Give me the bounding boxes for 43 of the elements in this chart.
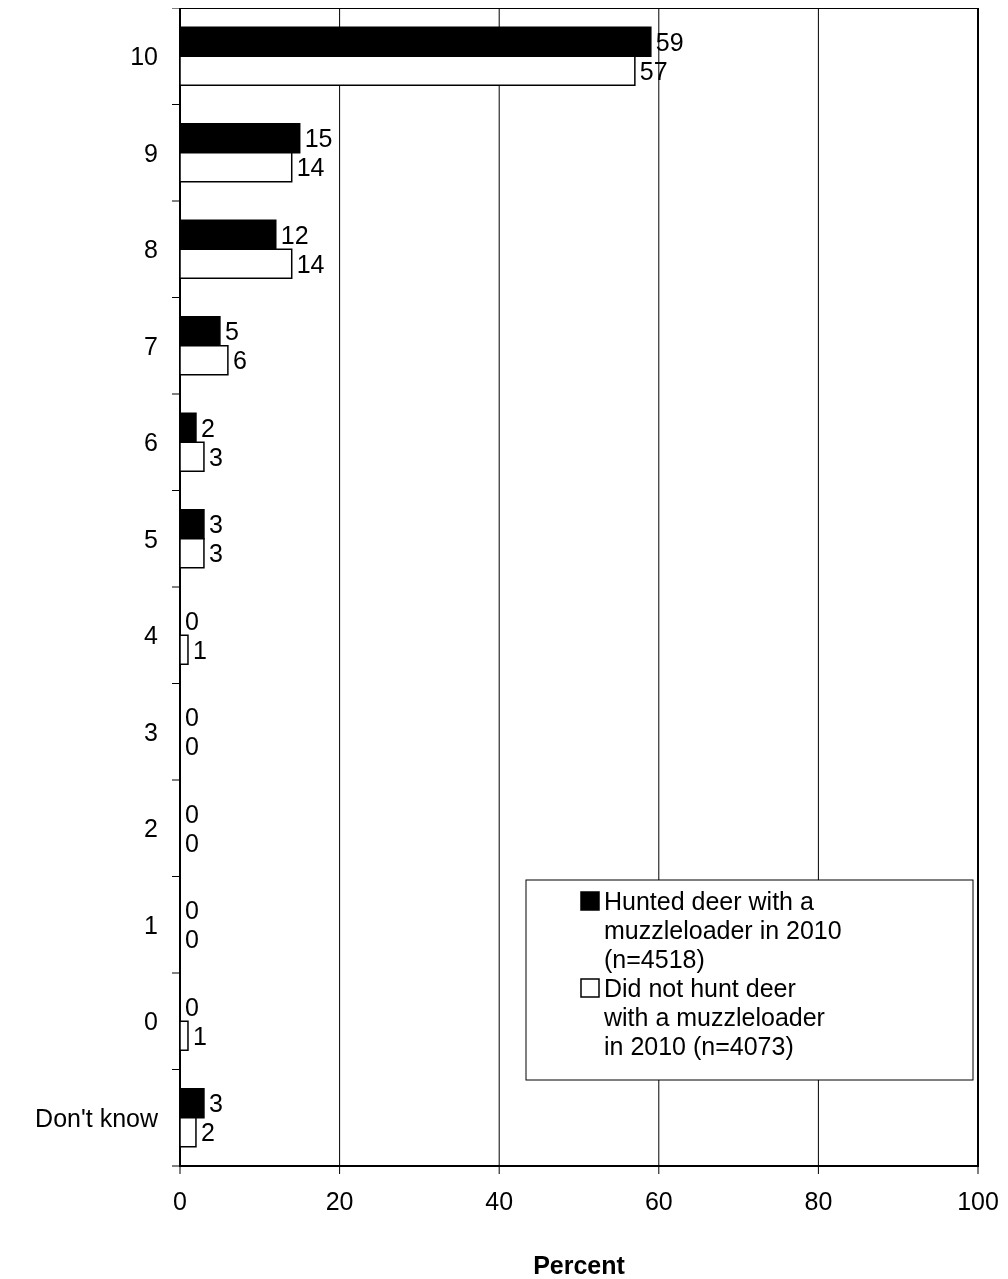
y-tick-label: Don't know xyxy=(35,1103,159,1132)
y-tick-label: 10 xyxy=(130,42,158,71)
data-label: 3 xyxy=(208,539,223,568)
data-label: 0 xyxy=(185,732,199,761)
legend-label: Did not hunt deer with a muzzleloader in 2010 (n=4073) xyxy=(603,974,825,1060)
x-tick-label: 40 xyxy=(485,1187,514,1215)
data-label: 2 xyxy=(200,413,215,442)
data-label: 0 xyxy=(185,828,199,857)
data-label: 3 xyxy=(208,1089,223,1118)
x-tick-label: 0 xyxy=(173,1187,187,1215)
x-axis-title: Percent xyxy=(533,1251,626,1279)
data-label: 14 xyxy=(296,153,325,182)
data-label: 3 xyxy=(208,442,223,471)
data-label: 15 xyxy=(304,124,333,153)
y-tick-label: 8 xyxy=(144,235,158,264)
data-label: 0 xyxy=(185,992,199,1021)
data-label: 14 xyxy=(296,249,325,278)
x-tick-label: 80 xyxy=(804,1187,833,1215)
legend-label: Hunted deer with a muzzleloader in 2010 (n=4518) xyxy=(604,887,842,973)
y-tick-label: 6 xyxy=(144,428,158,457)
data-label: 0 xyxy=(185,703,199,732)
data-label: 1 xyxy=(192,635,207,664)
data-label: 0 xyxy=(185,925,199,954)
y-tick-label: 2 xyxy=(144,814,158,843)
x-tick-label: 60 xyxy=(644,1187,673,1215)
data-label: 5 xyxy=(224,317,239,346)
y-tick-label: 9 xyxy=(144,138,158,167)
data-label: 12 xyxy=(280,220,309,249)
y-tick-label: 3 xyxy=(144,717,158,746)
y-tick-label: 7 xyxy=(144,331,158,360)
data-label: 3 xyxy=(208,510,223,539)
data-label: 0 xyxy=(185,799,199,828)
y-tick-label: 4 xyxy=(144,621,159,650)
y-tick-label: 1 xyxy=(144,910,158,939)
y-tick-label: 5 xyxy=(144,524,158,553)
x-tick-label: 20 xyxy=(325,1187,354,1215)
y-tick-label: 0 xyxy=(144,1007,158,1036)
data-label: 6 xyxy=(232,346,247,375)
x-tick-label: 100 xyxy=(957,1187,999,1215)
data-label: 0 xyxy=(185,606,199,635)
data-label: 0 xyxy=(185,896,199,925)
data-label: 2 xyxy=(200,1118,215,1147)
data-label: 1 xyxy=(192,1021,207,1050)
